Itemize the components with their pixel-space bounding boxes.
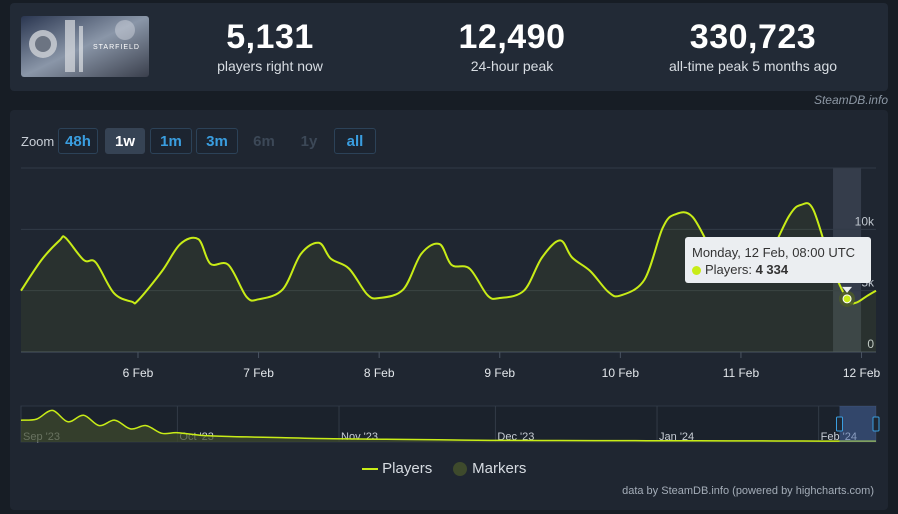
legend-markers-label: Markers — [472, 460, 527, 477]
chart-panel: Zoom 48h 1w 1m 3m 6m 1y all 05k10k6 Feb7… — [10, 110, 888, 510]
stat-alltime-peak: 330,723 all-time peak 5 months ago — [643, 17, 863, 75]
zoom-1m-button[interactable]: 1m — [150, 128, 192, 154]
zoom-label: Zoom — [21, 134, 55, 149]
footer-credit[interactable]: data by SteamDB.info (powered by highcha… — [622, 485, 874, 497]
game-thumbnail[interactable]: STARFIELD — [21, 16, 149, 77]
legend-players-label: Players — [382, 460, 433, 477]
x-tick-label: 12 Feb — [843, 366, 881, 380]
x-tick-label: 6 Feb — [123, 366, 154, 380]
peak-24h-label: 24-hour peak — [470, 58, 554, 74]
game-thumbnail-art: STARFIELD — [21, 16, 149, 77]
tooltip-date: Monday, 12 Feb, 08:00 UTC — [692, 245, 856, 260]
legend-players-swatch — [362, 468, 378, 471]
x-tick-label: 11 Feb — [723, 366, 760, 380]
zoom-all-button[interactable]: all — [334, 128, 376, 154]
legend-markers-swatch — [453, 462, 467, 477]
peak-24h-value: 12,490 — [458, 18, 566, 56]
game-logo-text: STARFIELD — [93, 44, 140, 51]
zoom-1y-button[interactable]: 1y — [300, 133, 318, 150]
zoom-6m-button[interactable]: 6m — [253, 133, 275, 150]
stat-24h-peak: 12,490 24-hour peak — [437, 17, 587, 75]
navigator-area — [21, 410, 876, 442]
chart-tooltip: Monday, 12 Feb, 08:00 UTC Players: 4 334 — [685, 237, 871, 283]
x-tick-label: 8 Feb — [364, 366, 395, 380]
tooltip-series-dot — [692, 266, 701, 276]
legend-markers[interactable]: Markers — [452, 460, 526, 477]
navigator-handle[interactable] — [872, 416, 880, 432]
stats-bar: STARFIELD 5,131 players right now 12,490… — [10, 3, 888, 91]
x-tick-label: 10 Feb — [602, 366, 640, 380]
x-tick-label: 9 Feb — [484, 366, 515, 380]
zoom-1w-button[interactable]: 1w — [105, 128, 145, 154]
legend-players[interactable]: Players — [362, 460, 432, 477]
stat-current: 5,131 players right now — [195, 17, 345, 75]
steamdb-credit[interactable]: SteamDB.info — [813, 93, 888, 107]
navigator-line — [20, 409, 876, 442]
current-players-label: players right now — [217, 58, 323, 74]
navigator-handle[interactable] — [836, 416, 844, 432]
navigator-selection[interactable] — [839, 406, 876, 442]
alltime-peak-label: all-time peak 5 months ago — [668, 58, 838, 74]
zoom-3m-button[interactable]: 3m — [196, 128, 238, 154]
y-tick-label: 10k — [855, 214, 875, 228]
current-players-value: 5,131 — [226, 18, 314, 56]
players-area — [21, 203, 876, 352]
zoom-48h-button[interactable]: 48h — [58, 128, 98, 154]
hover-point — [842, 294, 852, 304]
tooltip-value: 4 334 — [755, 262, 789, 277]
tooltip-pointer — [842, 286, 853, 293]
tooltip-value-row: Players: 4 334 — [692, 262, 788, 277]
alltime-peak-value: 330,723 — [689, 18, 817, 56]
x-tick-label: 7 Feb — [243, 366, 274, 380]
y-tick-label: 0 — [867, 337, 874, 351]
tooltip-series-label: Players: — [705, 262, 752, 277]
